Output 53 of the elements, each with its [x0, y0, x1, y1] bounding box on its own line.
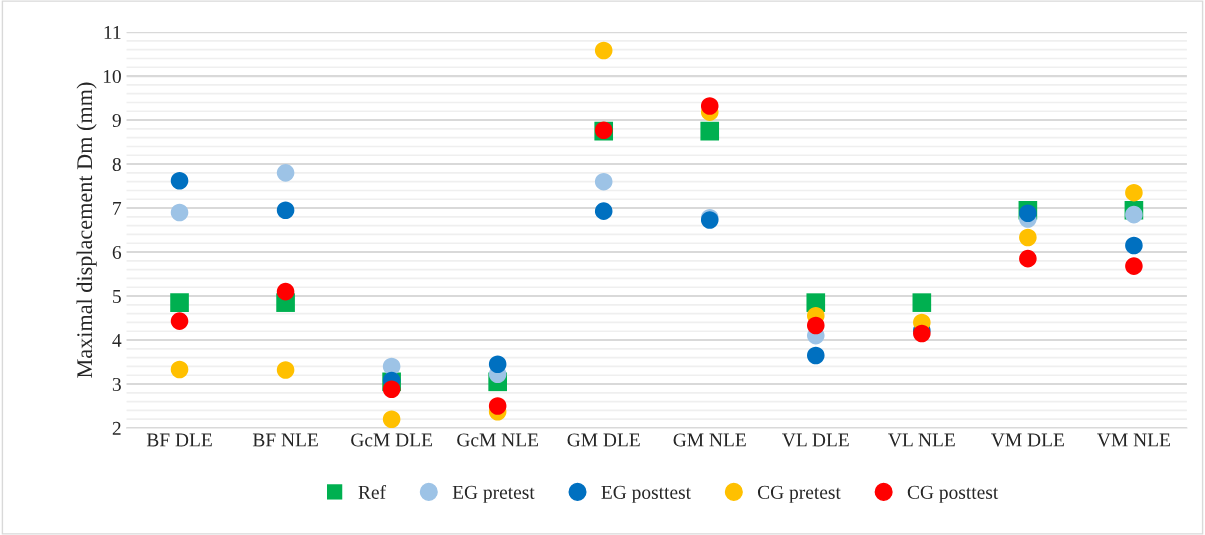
x-tick-label: GcM DLE: [351, 433, 432, 447]
y-tick-label: 4: [112, 333, 122, 347]
point: [170, 312, 189, 330]
legend-label: EG posttest: [601, 485, 691, 503]
x-tick-label: VL NLE: [888, 433, 955, 447]
x-tick-label: VL DLE: [782, 433, 849, 447]
x-tick-label: GM NLE: [673, 433, 746, 447]
x-tick-label: BF NLE: [252, 433, 318, 447]
point: [1125, 205, 1143, 224]
point: [912, 293, 932, 312]
point: [276, 201, 295, 220]
y-axis-title: Maximal displacement Dm (mm): [76, 82, 97, 378]
y-tick-label: 9: [112, 113, 121, 128]
point: [1125, 236, 1143, 255]
x-tick-label: VM NLE: [1097, 433, 1170, 447]
point: [1125, 257, 1143, 275]
point: [170, 172, 189, 190]
point: [594, 202, 613, 220]
y-tick-label: 5: [113, 290, 121, 303]
legend-label: Ref: [358, 485, 387, 499]
x-tick-label: VM DLE: [991, 433, 1064, 447]
y-tick-label: 10: [103, 69, 121, 84]
x-tick-label: GM DLE: [567, 433, 640, 447]
point: [276, 164, 295, 182]
point: [170, 203, 189, 222]
point: [170, 293, 189, 312]
point: [700, 97, 719, 115]
point: [1125, 183, 1143, 202]
x-tick-label: BF DLE: [146, 433, 212, 447]
point: [276, 282, 295, 301]
x-tick-label: GcM NLE: [457, 433, 539, 447]
legend-label: CG posttest: [907, 485, 999, 503]
legend-label: CG pretest: [757, 485, 841, 503]
point: [594, 172, 613, 191]
y-tick-label: 11: [104, 26, 121, 39]
point: [382, 410, 401, 428]
point: [276, 361, 295, 379]
point: [170, 360, 189, 379]
y-tick-label: 6: [112, 245, 122, 259]
point: [700, 121, 720, 141]
point: [488, 355, 507, 373]
point: [1019, 228, 1037, 247]
point: [1019, 249, 1037, 268]
legend-label: EG pretest: [452, 485, 535, 503]
point: [382, 380, 401, 399]
y-tick-label: 3: [112, 377, 121, 391]
y-tick-label: 8: [112, 157, 121, 171]
point: [807, 316, 825, 335]
point: [594, 41, 613, 60]
y-tick-label: 7: [113, 202, 122, 215]
y-tick-label: 2: [112, 421, 121, 435]
point: [807, 346, 825, 365]
point: [488, 397, 507, 415]
